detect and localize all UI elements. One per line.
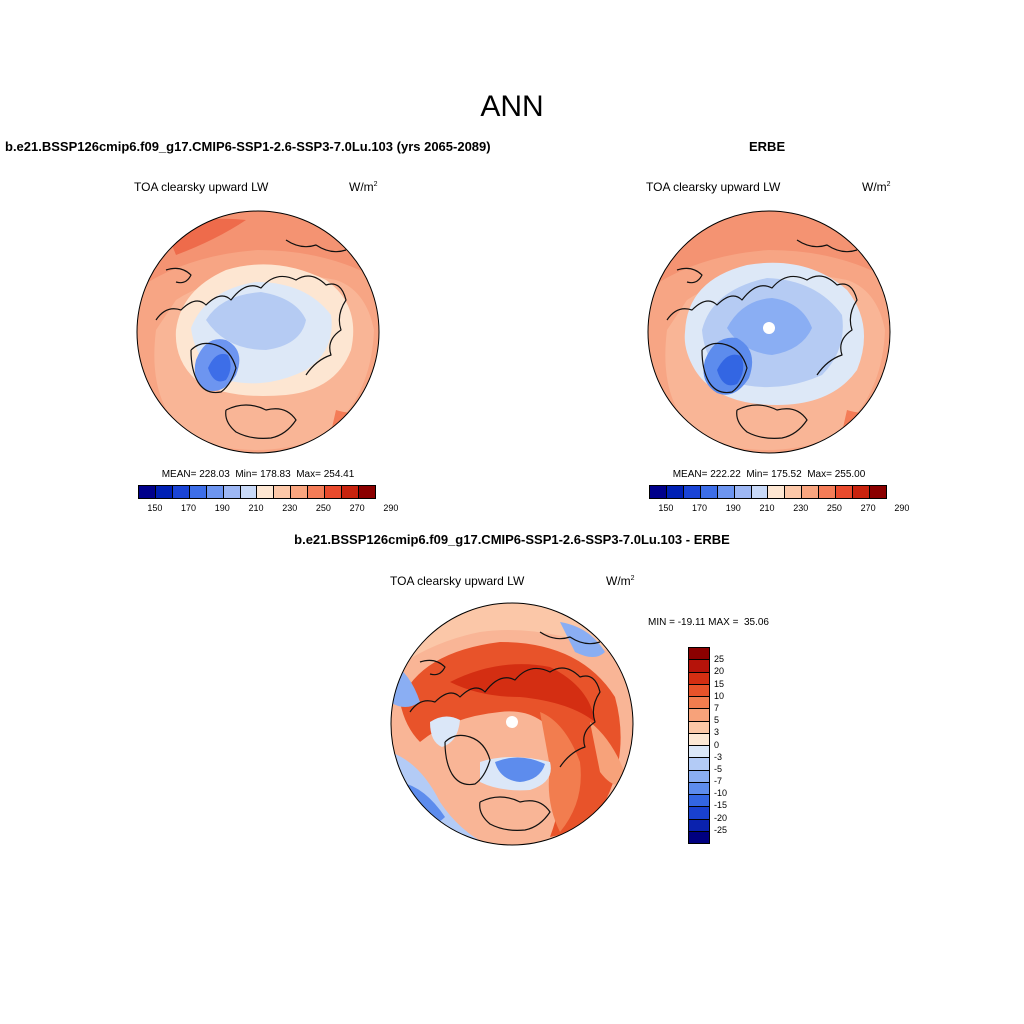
diff-colorbar-swatch (689, 831, 709, 843)
diff-colorbar-tick-label: 3 (714, 727, 720, 738)
diff-colorbar-swatch (689, 684, 709, 697)
diff-units-label: W/m2 (606, 574, 635, 588)
model-colorbar-swatch (257, 486, 275, 498)
diff-colorbar-tick-label: 20 (714, 666, 725, 677)
diff-variable-label: TOA clearsky upward LW (390, 574, 525, 588)
model-colorbar-swatch (308, 486, 326, 498)
model-colorbar-swatch (291, 486, 309, 498)
diff-colorbar-swatch (689, 697, 709, 710)
model-colorbar-tick-label: 270 (349, 503, 365, 513)
model-colorbar-swatch (172, 486, 190, 498)
diff-colorbar-swatch (689, 648, 709, 661)
diff-colorbar-swatch (689, 733, 709, 746)
obs-colorbar-tick-label: 230 (793, 503, 809, 513)
obs-colorbar-tick-label: 250 (826, 503, 842, 513)
obs-colorbar (649, 485, 887, 499)
model-colorbar-swatch (189, 486, 207, 498)
obs-colorbar-swatch (819, 486, 837, 498)
model-polar-map (136, 210, 380, 454)
diff-colorbar-tick-label: -20 (714, 812, 728, 823)
obs-colorbar-tick-label: 150 (658, 503, 674, 513)
diff-colorbar-tick-label: 15 (714, 678, 725, 689)
obs-polar-map (647, 210, 891, 454)
obs-colorbar-labels: 150 170 190 210 230 250 270 290 (649, 503, 909, 515)
diff-colorbar-swatch (689, 660, 709, 673)
model-colorbar-swatch (155, 486, 173, 498)
model-colorbar-swatch (206, 486, 224, 498)
model-colorbar-swatch (325, 486, 343, 498)
diff-polar-map (390, 602, 634, 846)
model-colorbar-tick-label: 250 (315, 503, 331, 513)
diff-colorbar-tick-label: 0 (714, 739, 720, 750)
obs-colorbar-swatch (869, 486, 886, 498)
model-colorbar-tick-label: 170 (181, 503, 197, 513)
diff-colorbar-swatch (689, 819, 709, 832)
obs-variable-label: TOA clearsky upward LW (646, 180, 781, 194)
obs-colorbar-swatch (785, 486, 803, 498)
diff-colorbar-swatch (689, 746, 709, 759)
obs-colorbar-swatch (853, 486, 870, 498)
obs-colorbar-tick-label: 290 (894, 503, 910, 513)
obs-colorbar-tick-label: 190 (725, 503, 741, 513)
model-stats-text: MEAN= 228.03 Min= 178.83 Max= 254.41 (161, 469, 355, 480)
model-units-label: W/m2 (349, 180, 378, 194)
model-colorbar-swatch (358, 486, 375, 498)
diff-colorbar-swatch (689, 770, 709, 783)
model-panel-title: b.e21.BSSP126cmip6.f09_g17.CMIP6-SSP1-2.… (5, 139, 491, 154)
diff-colorbar-swatch (689, 782, 709, 795)
diff-colorbar-tick-label: -5 (714, 763, 723, 774)
obs-colorbar-tick-label: 270 (860, 503, 876, 513)
diff-stats-text: MIN = -19.11 MAX = 35.06 (648, 617, 769, 628)
obs-colorbar-tick-label: 210 (759, 503, 775, 513)
model-colorbar-labels: 150 170 190 210 230 250 270 290 (138, 503, 398, 515)
obs-colorbar-swatch (802, 486, 820, 498)
diff-colorbar-tick-label: 5 (714, 715, 720, 726)
diff-colorbar-swatch (689, 795, 709, 808)
diff-colorbar-tick-label: -3 (714, 751, 723, 762)
model-colorbar-tick-label: 230 (282, 503, 298, 513)
model-colorbar-tick-label: 210 (248, 503, 264, 513)
diff-panel-title: b.e21.BSSP126cmip6.f09_g17.CMIP6-SSP1-2.… (294, 532, 730, 547)
diff-colorbar-tick-label: -7 (714, 776, 723, 787)
obs-colorbar-swatch (768, 486, 786, 498)
diff-colorbar-tick-label: -25 (714, 824, 728, 835)
model-colorbar-swatch (240, 486, 258, 498)
obs-colorbar-swatch (683, 486, 701, 498)
obs-units-label: W/m2 (862, 180, 891, 194)
diff-colorbar-swatch (689, 672, 709, 685)
obs-colorbar-swatch (734, 486, 752, 498)
diff-colorbar-tick-label: 7 (714, 702, 720, 713)
diff-colorbar-tick-label: -15 (714, 800, 728, 811)
obs-colorbar-swatch (717, 486, 735, 498)
diff-colorbar-swatch (689, 709, 709, 722)
model-colorbar-swatch (139, 486, 156, 498)
obs-colorbar-swatch (836, 486, 854, 498)
model-colorbar-swatch (223, 486, 241, 498)
model-colorbar-tick-label: 190 (214, 503, 230, 513)
obs-colorbar-swatch (666, 486, 684, 498)
diff-colorbar-tick-label: 25 (714, 654, 725, 665)
diff-colorbar-tick-label: -10 (714, 788, 728, 799)
main-title: ANN (480, 90, 544, 123)
diff-colorbar-tick-label: 10 (714, 690, 725, 701)
model-colorbar-tick-label: 290 (383, 503, 399, 513)
obs-colorbar-swatch (751, 486, 769, 498)
model-colorbar-swatch (342, 486, 359, 498)
model-variable-label: TOA clearsky upward LW (134, 180, 269, 194)
diff-colorbar-swatch (689, 807, 709, 820)
model-colorbar-swatch (274, 486, 292, 498)
diff-colorbar (688, 647, 710, 844)
diff-colorbar-labels: 25 20 15 10 7 5 3 0 -3 -5 -7 -10 -15 -20 -25 (714, 647, 744, 842)
model-colorbar-tick-label: 150 (147, 503, 163, 513)
obs-colorbar-swatch (650, 486, 667, 498)
model-colorbar (138, 485, 376, 499)
obs-panel-title: ERBE (749, 139, 786, 154)
diff-colorbar-swatch (689, 758, 709, 771)
obs-colorbar-tick-label: 170 (692, 503, 708, 513)
obs-colorbar-swatch (700, 486, 718, 498)
diff-colorbar-swatch (689, 721, 709, 734)
obs-stats-text: MEAN= 222.22 Min= 175.52 Max= 255.00 (672, 469, 866, 480)
